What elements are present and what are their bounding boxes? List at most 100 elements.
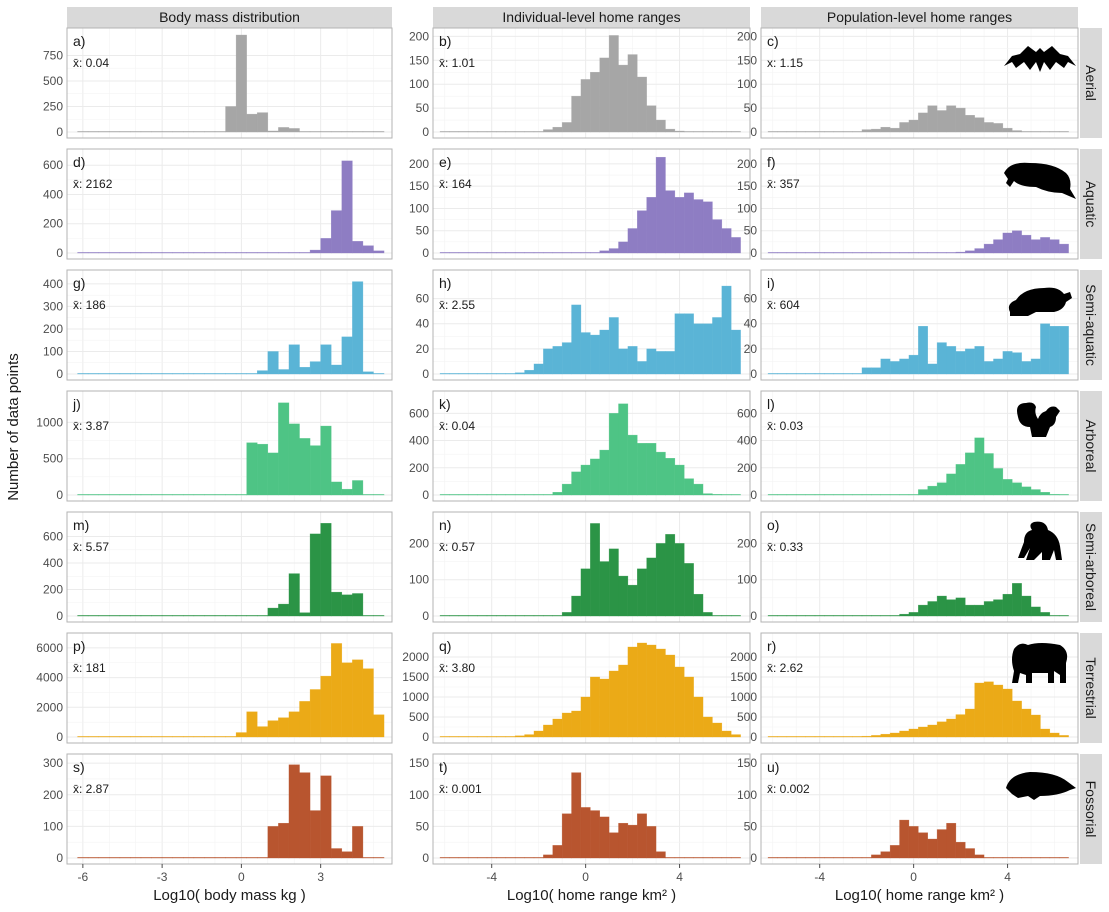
row-title: Terrestrial (1083, 657, 1099, 718)
histogram-bar (712, 317, 723, 375)
histogram-bar (151, 615, 163, 617)
histogram-bar (693, 593, 704, 617)
y-tick-label: 150 (409, 179, 429, 193)
histogram-bar (204, 494, 216, 496)
histogram-bar (161, 131, 173, 133)
histogram-bar (98, 736, 110, 738)
histogram-bar (1002, 857, 1013, 859)
histogram-bar (87, 252, 99, 254)
squirrel-icon (1017, 402, 1060, 437)
histogram-bar (833, 736, 844, 738)
histogram-bar (1030, 131, 1041, 133)
row-strip (1080, 28, 1102, 138)
histogram-bar (795, 252, 806, 254)
histogram-bar (927, 724, 938, 738)
histogram-bar (362, 857, 374, 859)
histogram-bar (852, 736, 863, 738)
histogram-bar (458, 615, 469, 617)
histogram-bar (278, 369, 290, 375)
histogram-bar (712, 857, 723, 859)
histogram-bar (87, 131, 99, 133)
x-tick-label: -6 (78, 870, 89, 884)
histogram-bar (880, 733, 891, 738)
histogram-bar (320, 344, 332, 375)
panel-border (760, 753, 1079, 865)
histogram-bar (608, 832, 619, 859)
panel-mean: x̄: 186 (73, 298, 106, 312)
histogram-bar (599, 678, 610, 738)
histogram-bar (637, 813, 647, 859)
panel-mean: x̄: 0.04 (439, 419, 475, 433)
histogram-bar (214, 857, 226, 859)
histogram-bar (330, 131, 343, 133)
histogram-bar (861, 615, 872, 617)
y-tick-label: 1500 (730, 670, 757, 684)
histogram-bar (871, 494, 882, 496)
y-tick-label: 200 (43, 217, 63, 231)
y-tick-label: 600 (409, 406, 429, 420)
histogram-bar (256, 615, 269, 617)
histogram-bar (119, 615, 131, 617)
histogram-bar (467, 857, 478, 859)
histogram-bar (204, 131, 216, 133)
histogram-bar (449, 736, 460, 738)
panel-background (67, 391, 392, 501)
x-tick-label: -4 (814, 870, 825, 884)
histogram-bar (946, 105, 957, 133)
histogram-bar (299, 612, 311, 617)
histogram-bar (193, 131, 205, 133)
histogram-bar (299, 131, 311, 133)
histogram-bar (524, 857, 535, 859)
histogram-bar (880, 494, 891, 496)
histogram-bar (172, 494, 184, 496)
histogram-bar (505, 373, 516, 375)
histogram-bar (1030, 606, 1041, 617)
histogram-bar (130, 857, 142, 859)
histogram-bar (965, 115, 975, 133)
histogram-bar (730, 329, 741, 375)
histogram-bar (1012, 700, 1022, 738)
histogram-bar (1058, 131, 1069, 133)
panel-mean: x̄: 5.57 (73, 540, 109, 554)
panel-background (67, 754, 392, 864)
histogram-bar (172, 131, 184, 133)
histogram-bar (918, 726, 928, 738)
histogram-bar (702, 493, 713, 496)
histogram-bar (225, 736, 237, 738)
panel-letter: k) (439, 396, 451, 412)
panel-mean: x̄: 604 (767, 298, 800, 312)
histogram-bar (965, 604, 975, 617)
histogram-bar (665, 351, 676, 375)
panel-border (66, 632, 393, 744)
histogram-bar (899, 730, 910, 738)
histogram-bar (702, 323, 713, 375)
histogram-bar (204, 252, 216, 254)
histogram-bar (674, 313, 685, 375)
histogram-bar (1049, 857, 1060, 859)
histogram-bar (786, 736, 797, 738)
histogram-bar (561, 483, 572, 496)
histogram-bar (214, 131, 226, 133)
histogram-bar (637, 642, 647, 738)
histogram-bar (246, 113, 258, 133)
histogram-bar (288, 128, 300, 133)
histogram-bar (795, 615, 806, 617)
row-title: Aerial (1083, 65, 1099, 101)
histogram-bar (288, 764, 300, 859)
panel-mean: x̄: 2.62 (767, 661, 803, 675)
x-tick-label: 0 (910, 870, 917, 884)
row-strip (1080, 754, 1102, 864)
histogram-bar (341, 160, 353, 254)
histogram-bar (946, 822, 957, 859)
histogram-bar (352, 241, 364, 254)
histogram-bar (646, 348, 657, 375)
y-tick-label: 200 (737, 536, 757, 550)
histogram-bar (267, 720, 279, 738)
y-tick-label: 200 (409, 536, 429, 550)
histogram-bar (1021, 857, 1032, 859)
histogram-bar (993, 684, 1004, 738)
histogram-bar (702, 716, 713, 738)
histogram-bar (543, 615, 554, 617)
histogram-bar (702, 857, 713, 859)
histogram-bar (330, 591, 343, 617)
